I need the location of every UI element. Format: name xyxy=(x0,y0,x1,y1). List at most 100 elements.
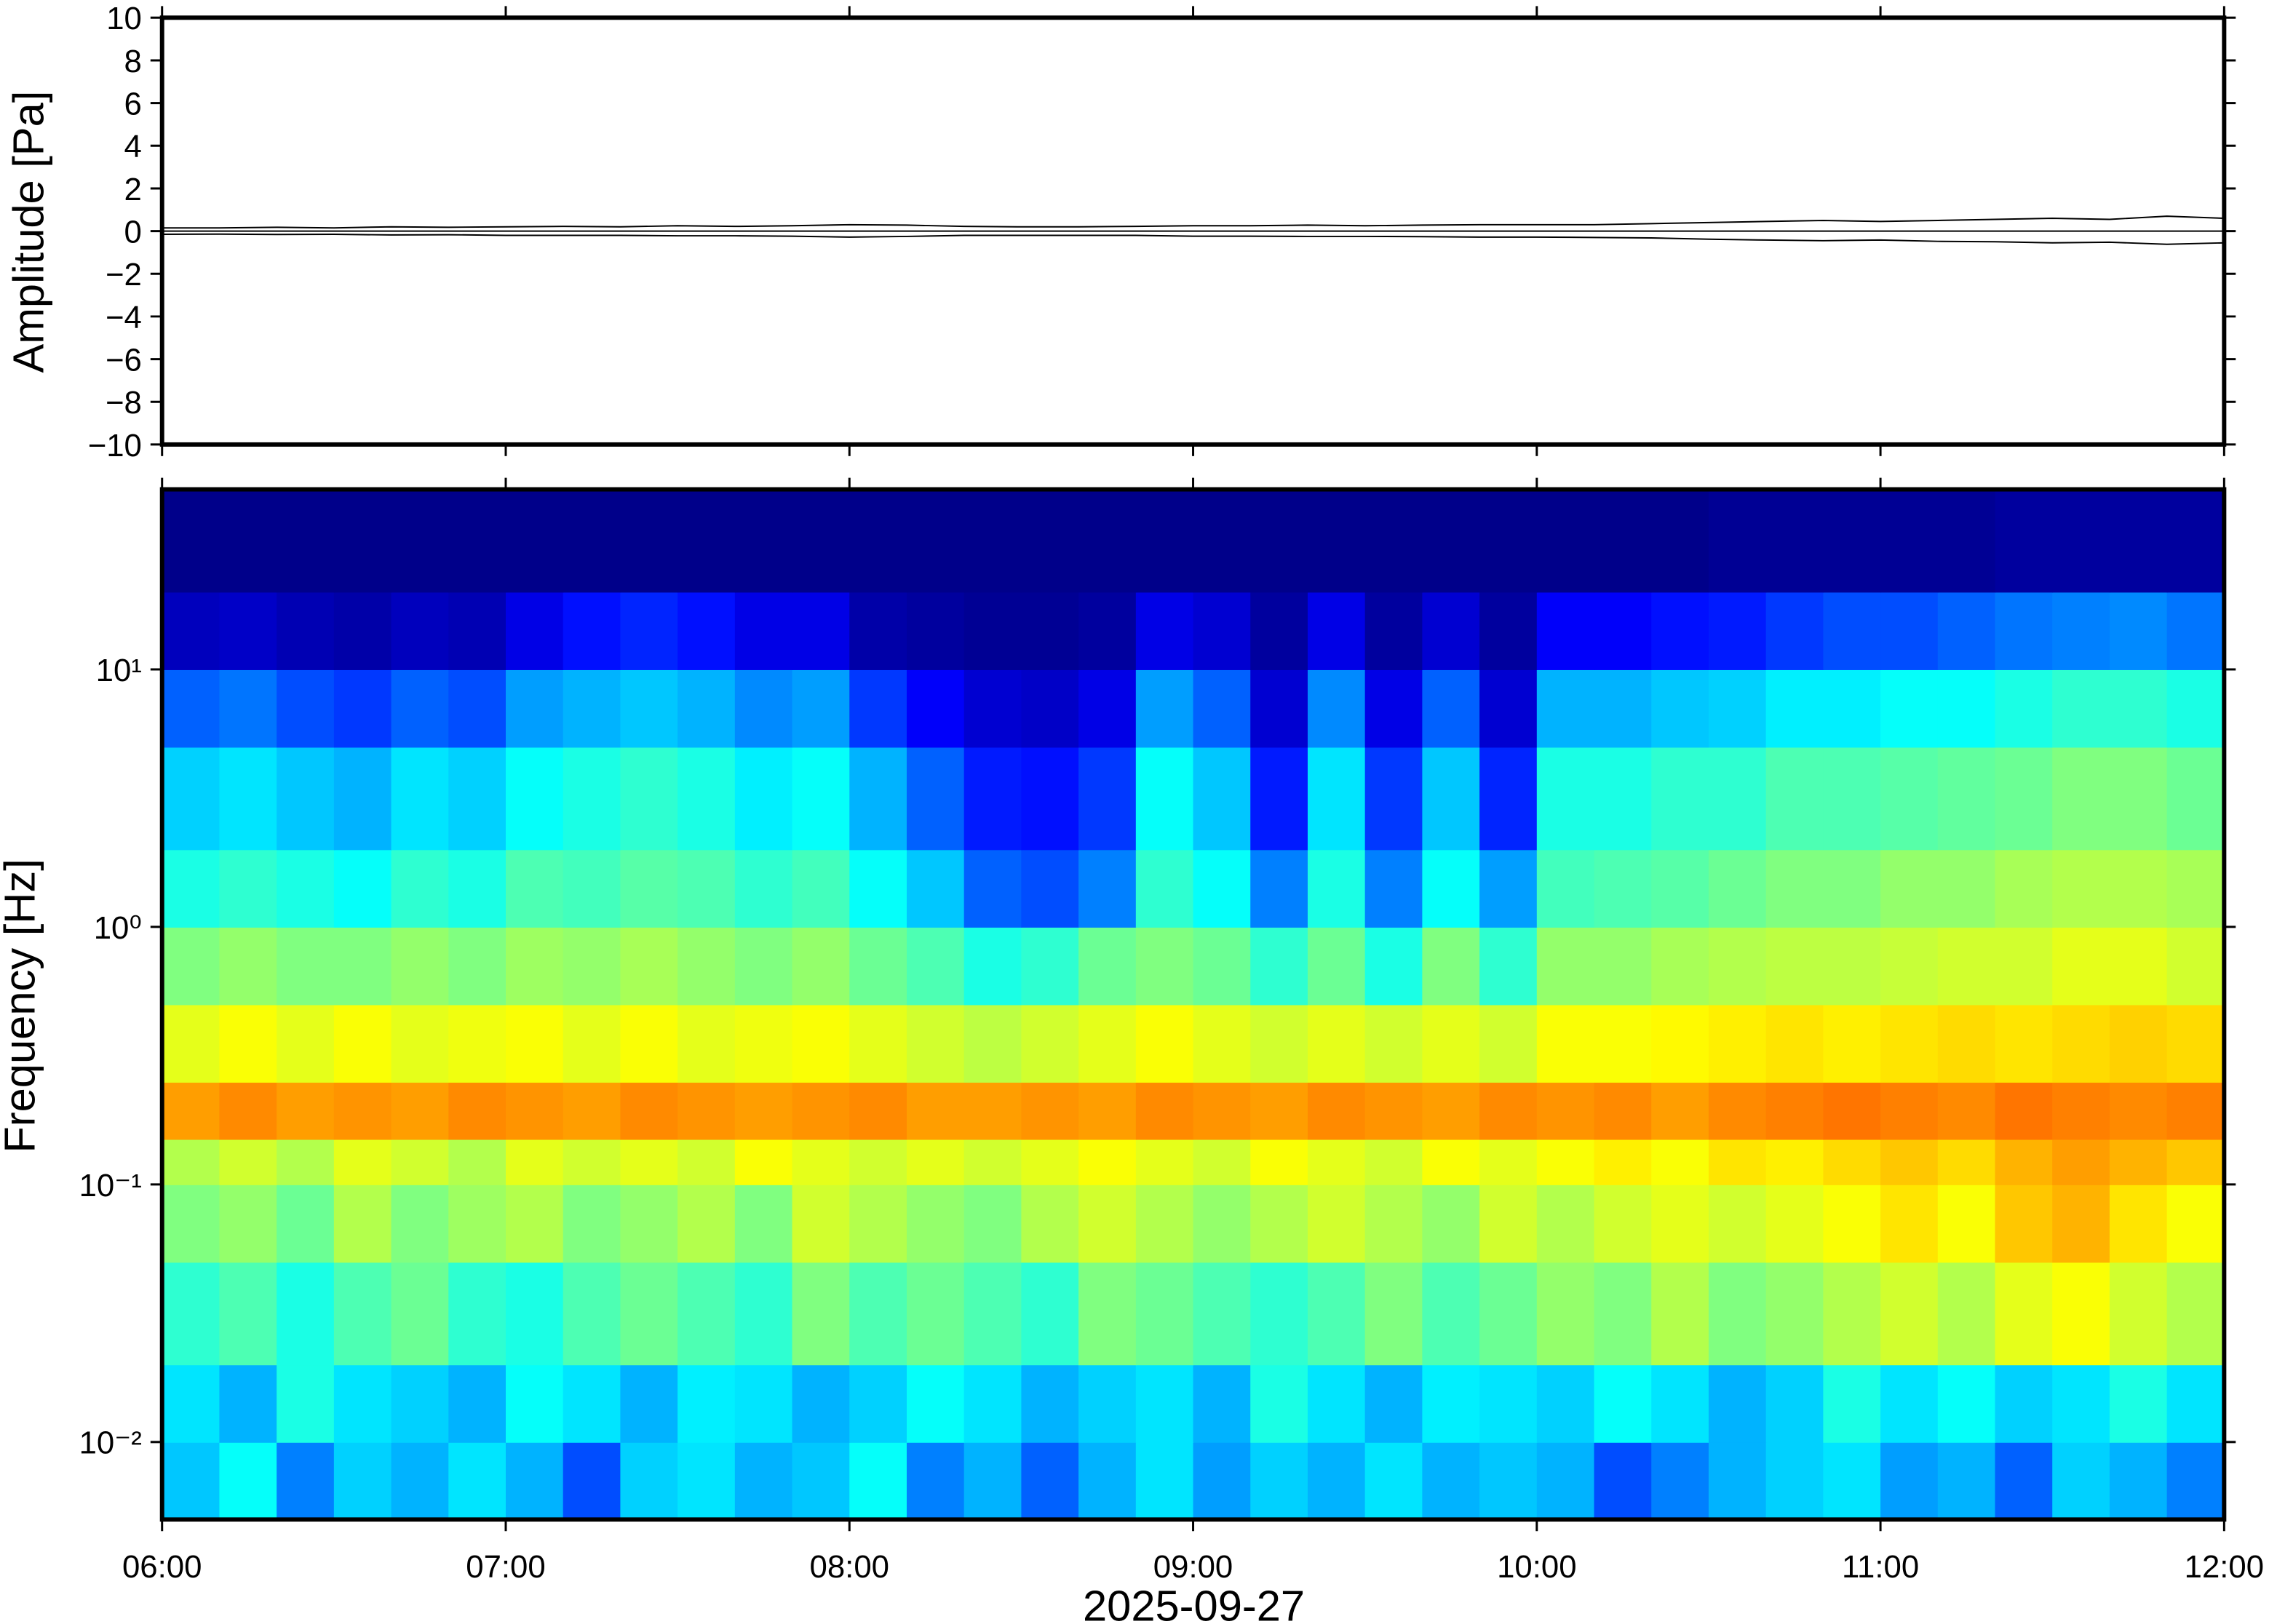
spectrogram-cell xyxy=(1823,1184,1882,1263)
spectrogram-cell xyxy=(1536,1364,1595,1443)
spectrogram-cell xyxy=(1880,1262,1939,1366)
spectrogram-cell xyxy=(906,669,965,748)
spectrogram-cell xyxy=(849,849,907,928)
spectrogram-cell xyxy=(906,1364,965,1443)
spectrogram-cell xyxy=(1536,1004,1595,1083)
spectrogram-cell xyxy=(1708,1184,1767,1263)
spectrogram-cell xyxy=(1823,669,1882,748)
spectrogram-cell xyxy=(563,489,621,593)
spectrogram-cell xyxy=(333,489,392,593)
spectrogram-cell xyxy=(2166,1082,2225,1140)
spectrogram-cell xyxy=(620,669,679,748)
spectrogram-cell xyxy=(1479,926,1538,1006)
spectrogram-cell xyxy=(391,1184,450,1263)
spectrogram-cell xyxy=(448,489,506,593)
spectrogram-cell xyxy=(1823,1004,1882,1083)
spectrogram-cell xyxy=(563,1184,621,1263)
spectrogram-cell xyxy=(1021,592,1080,670)
spectrogram-cell xyxy=(391,1441,450,1521)
spectrogram-cell xyxy=(1078,1004,1137,1083)
spectrogram-cell xyxy=(792,1184,851,1263)
spectrogram-cell xyxy=(1765,1441,1824,1521)
spectrogram-cell xyxy=(1307,1441,1366,1521)
spectrogram-cell xyxy=(1135,1262,1194,1366)
spectrogram-cell xyxy=(1021,1184,1080,1263)
spectrogram-cell xyxy=(1823,747,1882,851)
spectrogram-cell xyxy=(1021,926,1080,1006)
spectrogram-cell xyxy=(1364,1441,1423,1521)
y-tick-label: 4 xyxy=(124,129,142,164)
spectrogram-cell xyxy=(1364,1184,1423,1263)
spectrogram-cell xyxy=(1193,489,1252,593)
spectrogram-cell xyxy=(1708,1082,1767,1140)
spectrogram-cell xyxy=(1823,489,1882,593)
spectrogram-cell xyxy=(2052,1082,2110,1140)
spectrogram-cell xyxy=(1765,1139,1824,1185)
spectrogram-cell xyxy=(1193,1262,1252,1366)
spectrogram-cell xyxy=(792,926,851,1006)
spectrogram-cell xyxy=(505,849,564,928)
spectrogram-cell xyxy=(963,1364,1022,1443)
spectrogram-cell xyxy=(1364,747,1423,851)
spectrogram-cell xyxy=(963,669,1022,748)
spectrogram-cell xyxy=(1422,1184,1481,1263)
spectrogram-cell xyxy=(2052,1441,2110,1521)
spectrogram-cell xyxy=(219,489,278,593)
spectrogram-cell xyxy=(734,849,793,928)
spectrogram-cell xyxy=(849,926,907,1006)
spectrogram-cell xyxy=(1651,747,1709,851)
spectrogram-cell xyxy=(1307,669,1366,748)
spectrogram-cell xyxy=(620,747,679,851)
spectrogram-cell xyxy=(1307,489,1366,593)
spectrogram-cell xyxy=(677,926,736,1006)
spectrogram-cell xyxy=(1250,849,1308,928)
spectrogram-cell xyxy=(1250,1364,1308,1443)
spectrogram-cell xyxy=(1765,1184,1824,1263)
spectrogram-cell xyxy=(792,1082,851,1140)
spectrogram-cell xyxy=(677,1082,736,1140)
spectrogram-cell xyxy=(1422,1004,1481,1083)
spectrogram-cell xyxy=(1135,489,1194,593)
spectrogram-cell xyxy=(219,1441,278,1521)
spectrogram-cell xyxy=(277,489,335,593)
spectrogram-cell xyxy=(1594,747,1653,851)
spectrogram-cell xyxy=(1594,592,1653,670)
spectrogram-cell xyxy=(162,1004,220,1083)
spectrogram-cell xyxy=(1937,926,1996,1006)
spectrogram-cell xyxy=(1995,1184,2054,1263)
spectrogram-cell xyxy=(448,1004,506,1083)
spectrogram-cell xyxy=(1937,1004,1996,1083)
spectrogram-cell xyxy=(1708,1262,1767,1366)
spectrogram-cell xyxy=(2166,1364,2225,1443)
spectrogram-cell xyxy=(677,1441,736,1521)
x-tick-label: 09:00 xyxy=(1153,1549,1233,1585)
spectrogram-cell xyxy=(1880,849,1939,928)
x-axis-label: 2025-09-27 xyxy=(1083,1582,1305,1624)
x-tick-label: 11:00 xyxy=(1842,1549,1919,1585)
spectrogram-cell xyxy=(2109,1082,2168,1140)
spectrogram-cell xyxy=(1995,849,2054,928)
spectrogram-cell xyxy=(677,747,736,851)
spectrogram-cell xyxy=(2052,592,2110,670)
spectrogram-cell xyxy=(391,1139,450,1185)
spectrogram-cell xyxy=(219,592,278,670)
spectrogram-cell xyxy=(734,592,793,670)
spectrogram-cell xyxy=(333,1262,392,1366)
spectrogram-cell xyxy=(792,1364,851,1443)
spectrogram-cell xyxy=(792,1139,851,1185)
spectrogram-cell xyxy=(1193,747,1252,851)
spectrogram-cell xyxy=(1364,1004,1423,1083)
spectrogram-cell xyxy=(391,1082,450,1140)
spectrogram-cell xyxy=(1536,1082,1595,1140)
spectrogram-cell xyxy=(620,1441,679,1521)
spectrogram-cell xyxy=(1479,1139,1538,1185)
spectrogram-cell xyxy=(391,489,450,593)
spectrogram-cell xyxy=(1078,489,1137,593)
y-tick-label: 10⁻¹ xyxy=(79,1168,142,1203)
spectrogram-cell xyxy=(1536,747,1595,851)
spectrogram-cell xyxy=(1250,1262,1308,1366)
spectrogram-cell xyxy=(906,747,965,851)
spectrogram-cell xyxy=(1765,926,1824,1006)
y-tick-label: 6 xyxy=(124,87,142,122)
spectrogram-cell xyxy=(677,592,736,670)
